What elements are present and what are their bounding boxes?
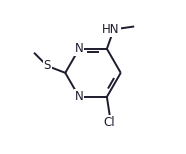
Text: S: S — [44, 59, 51, 72]
Text: HN: HN — [102, 23, 120, 36]
Text: Cl: Cl — [104, 116, 116, 129]
Text: N: N — [75, 90, 84, 103]
Text: N: N — [75, 42, 84, 55]
